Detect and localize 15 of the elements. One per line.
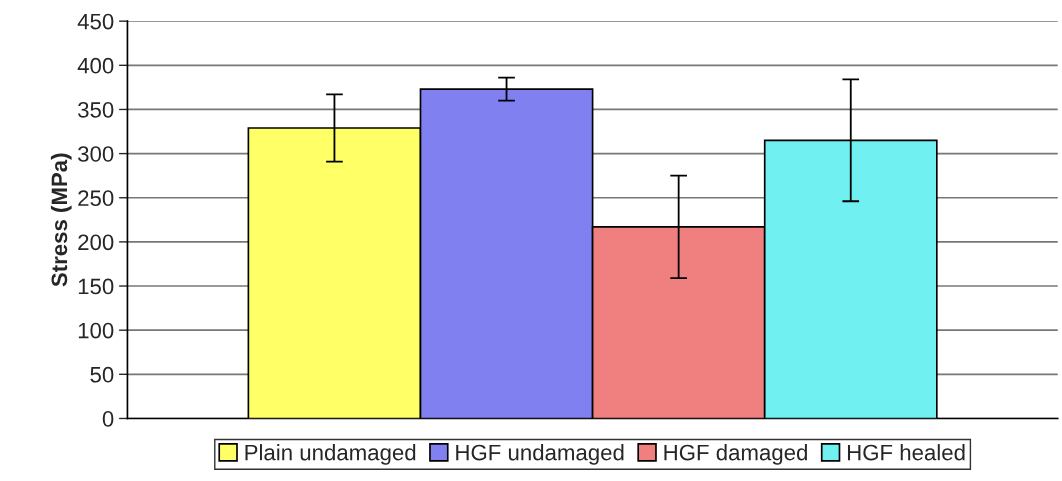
legend-label: Plain undamaged xyxy=(245,444,416,465)
y-tick-label: 250 xyxy=(78,190,114,207)
legend-label: HGF undamaged xyxy=(456,444,624,465)
y-tick-label: 400 xyxy=(77,57,114,74)
y-tick-label: 150 xyxy=(78,278,114,295)
y-tick-label: 350 xyxy=(78,101,114,118)
y-tick-label: 300 xyxy=(78,146,114,162)
y-tick-label: 100 xyxy=(78,322,114,339)
legend-label: HGF healed xyxy=(847,444,965,461)
legend-label: HGF damaged xyxy=(664,444,807,465)
y-axis-title: Stress (MPa) xyxy=(50,153,72,287)
y-tick-label: 0 xyxy=(102,411,114,427)
y-tick-label: 50 xyxy=(90,366,114,383)
y-tick-label: 450 xyxy=(77,13,114,30)
y-tick-label: 200 xyxy=(78,234,114,251)
